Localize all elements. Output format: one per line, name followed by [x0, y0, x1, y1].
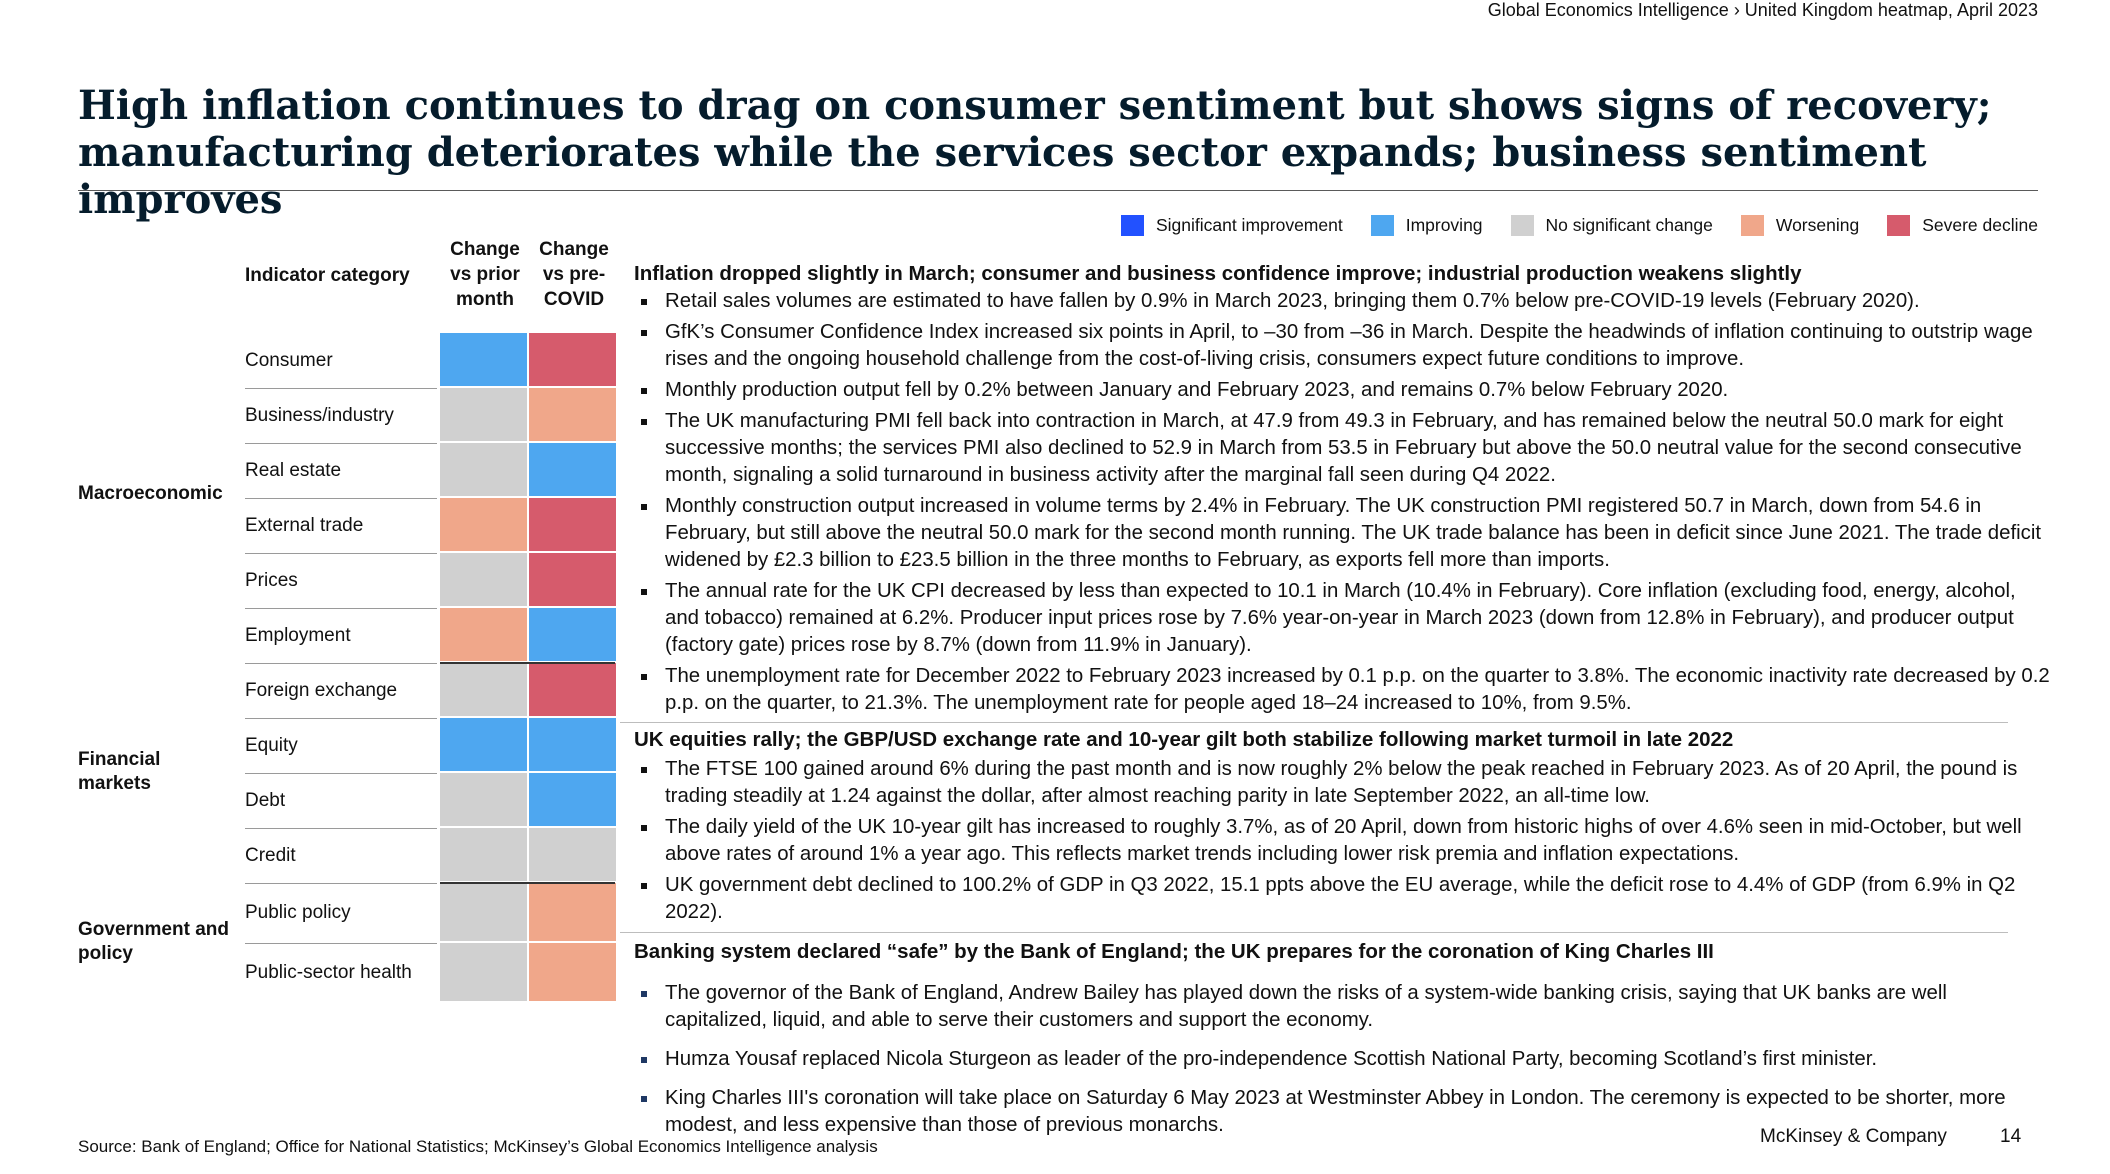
category-label-public-policy: Public policy [245, 902, 351, 923]
list-item: Monthly production output fell by 0.2% b… [634, 377, 2054, 404]
list-item: UK government debt declined to 100.2% of… [634, 872, 2054, 926]
heatmap-cell-equity-change-vs-pre-covid [529, 718, 618, 773]
row-divider [245, 943, 437, 944]
group-divider [440, 662, 615, 664]
legend-item-significant-improvement: Significant improvement [1120, 215, 1343, 236]
legend-swatch [1887, 215, 1911, 236]
group-label-macroeconomic: Macroeconomic [78, 483, 223, 504]
list-item: King Charles III's coronation will take … [634, 1085, 2054, 1139]
legend-item-worsening: Worsening [1740, 215, 1860, 236]
category-label-business-industry: Business/industry [245, 404, 394, 426]
group-label-financial-markets: Financial markets [78, 749, 161, 794]
heatmap-cell-public-sector-health-change-vs-prior-month [440, 943, 529, 1003]
heatmap-cell-debt-change-vs-pre-covid [529, 773, 618, 828]
list-item: The daily yield of the UK 10-year gilt h… [634, 814, 2054, 868]
bullet-list-government-and-policy: The governor of the Bank of England, And… [634, 980, 2054, 1139]
row-divider [245, 553, 437, 554]
legend-swatch [1510, 215, 1534, 236]
category-label-public-sector-health: Public-sector health [245, 962, 412, 983]
list-item: Humza Yousaf replaced Nicola Sturgeon as… [634, 1046, 2054, 1073]
group-divider [440, 882, 615, 884]
list-item: The governor of the Bank of England, And… [634, 980, 2054, 1034]
heatmap-cell-credit-change-vs-prior-month [440, 828, 529, 883]
heatmap-cell-external-trade-change-vs-pre-covid [529, 498, 618, 553]
row-divider [245, 443, 437, 444]
legend-item-no-significant-change: No significant change [1510, 215, 1713, 236]
heatmap-cell-public-policy-change-vs-pre-covid [529, 883, 618, 943]
page-number: 14 [2000, 1126, 2022, 1147]
row-divider [245, 608, 437, 609]
legend-label: No significant change [1545, 215, 1713, 235]
heatmap-cell-foreign-exchange-change-vs-prior-month [440, 663, 529, 718]
heatmap-cell-employment-change-vs-prior-month [440, 608, 529, 663]
heatmap-cell-real-estate-change-vs-prior-month [440, 443, 529, 498]
section-heading-macroeconomic: Inflation dropped slightly in March; con… [634, 262, 1802, 285]
legend-swatch [1740, 215, 1764, 236]
row-divider [245, 663, 437, 664]
header-change-vs-pre-covid: Change vs pre-COVID [539, 239, 609, 310]
row-divider [245, 718, 437, 719]
source-note: Source: Bank of England; Office for Nati… [78, 1137, 878, 1156]
list-item: The unemployment rate for December 2022 … [634, 663, 2054, 717]
category-label-real-estate: Real estate [245, 459, 342, 481]
heatmap-cell-consumer-change-vs-pre-covid [529, 333, 618, 388]
legend-swatch [1120, 215, 1144, 236]
category-label-foreign-exchange: Foreign exchange [245, 679, 398, 701]
title-divider [78, 190, 2038, 191]
row-divider [245, 828, 437, 829]
heatmap-cell-business-industry-change-vs-pre-covid [529, 388, 618, 443]
page-title: High inflation continues to drag on cons… [78, 82, 1992, 223]
heatmap-cell-business-industry-change-vs-prior-month [440, 388, 529, 443]
row-divider [245, 883, 437, 884]
header-indicator-category: Indicator category [245, 265, 410, 286]
legend-item-severe-decline: Severe decline [1887, 215, 2038, 236]
legend-item-improving: Improving [1370, 215, 1483, 236]
category-label-equity: Equity [245, 734, 298, 756]
bullet-list-financial-markets: The FTSE 100 gained around 6% during the… [634, 756, 2054, 926]
list-item: Retail sales volumes are estimated to ha… [634, 288, 2054, 315]
breadcrumb: Global Economics Intelligence › United K… [1487, 0, 2038, 20]
legend-label: Severe decline [1922, 215, 2038, 235]
heatmap-cell-equity-change-vs-prior-month [440, 718, 529, 773]
heatmap-cell-public-policy-change-vs-prior-month [440, 883, 529, 943]
list-item: The FTSE 100 gained around 6% during the… [634, 756, 2054, 810]
heatmap-cell-public-sector-health-change-vs-pre-covid [529, 943, 618, 1003]
list-item: GfK’s Consumer Confidence Index increase… [634, 319, 2054, 373]
section-divider [620, 932, 2008, 933]
category-label-prices: Prices [245, 569, 298, 591]
row-divider [245, 388, 437, 389]
legend-label: Improving [1405, 215, 1483, 235]
category-label-credit: Credit [245, 844, 296, 866]
heatmap-cell-real-estate-change-vs-pre-covid [529, 443, 618, 498]
group-label-government-and-policy: Government and policy [78, 919, 229, 964]
heatmap-cell-prices-change-vs-pre-covid [529, 553, 618, 608]
category-label-debt: Debt [245, 789, 286, 811]
heatmap-cell-foreign-exchange-change-vs-pre-covid [529, 663, 618, 718]
category-label-consumer: Consumer [245, 349, 333, 371]
legend: Significant improvement Improving No sig… [1093, 215, 2038, 236]
list-item: Monthly construction output increased in… [634, 493, 2054, 574]
brand-name: McKinsey & Company [1760, 1126, 1947, 1147]
legend-label: Worsening [1775, 215, 1860, 235]
section-heading-government-and-policy: Banking system declared “safe” by the Ba… [634, 940, 1714, 963]
heatmap-cell-prices-change-vs-prior-month [440, 553, 529, 608]
heatmap-cell-credit-change-vs-pre-covid [529, 828, 618, 883]
header-change-vs-prior-month: Change vs prior month [450, 239, 520, 310]
legend-label: Significant improvement [1155, 215, 1343, 235]
category-label-external-trade: External trade [245, 514, 364, 536]
list-item: The annual rate for the UK CPI decreased… [634, 578, 2054, 659]
category-label-employment: Employment [245, 624, 351, 646]
section-divider [620, 722, 2008, 723]
heatmap-cell-debt-change-vs-prior-month [440, 773, 529, 828]
heatmap-cell-consumer-change-vs-prior-month [440, 333, 529, 388]
heatmap-cell-external-trade-change-vs-prior-month [440, 498, 529, 553]
legend-swatch [1370, 215, 1394, 236]
heatmap-cell-employment-change-vs-pre-covid [529, 608, 618, 663]
bullet-list-macroeconomic: Retail sales volumes are estimated to ha… [634, 288, 2054, 717]
row-divider [245, 773, 437, 774]
list-item: The UK manufacturing PMI fell back into … [634, 408, 2054, 489]
row-divider [245, 498, 437, 499]
section-heading-financial-markets: UK equities rally; the GBP/USD exchange … [634, 728, 1734, 751]
